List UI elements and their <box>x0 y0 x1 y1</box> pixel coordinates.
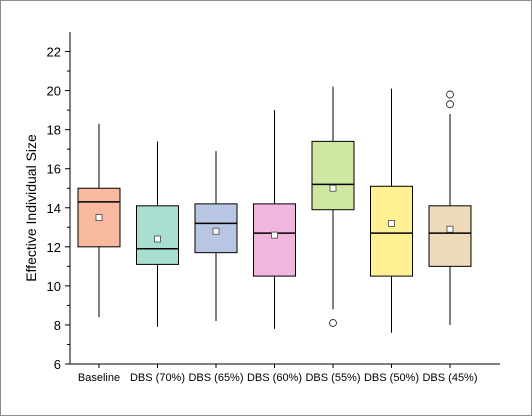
y-tick-label: 6 <box>54 357 61 372</box>
box-group <box>136 141 179 327</box>
box <box>370 185 413 277</box>
mean-marker <box>154 235 161 243</box>
mean-marker <box>329 184 337 192</box>
mean-marker <box>446 225 454 233</box>
y-tick-label: 18 <box>47 123 61 138</box>
y-tick-label: 16 <box>47 162 61 177</box>
x-tick-label: Baseline <box>78 372 120 384</box>
axes: 6 8 10 12 14 16 18 20 22 Baseline DBS (70%) DBS (65… <box>47 32 500 384</box>
box-group <box>370 88 413 333</box>
outlier-point <box>446 90 454 99</box>
y-tick-label: 10 <box>47 279 61 294</box>
box <box>77 187 121 248</box>
x-tick-label: DBS (45%) <box>422 372 477 384</box>
y-tick-label: 14 <box>47 201 61 216</box>
box <box>311 140 355 211</box>
y-tick-label: 22 <box>47 45 61 60</box>
x-tick-label: DBS (70%) <box>130 372 185 384</box>
box <box>136 205 179 265</box>
y-axis-title: Effective Individual Size <box>23 134 39 282</box>
y-tick-label: 20 <box>47 84 61 99</box>
boxes <box>77 86 472 333</box>
y-tick-label: 8 <box>54 318 61 333</box>
box <box>253 203 296 277</box>
mean-marker <box>212 227 220 235</box>
box-group <box>77 123 121 318</box>
box-group <box>253 110 296 329</box>
outlier-point <box>329 319 337 327</box>
x-tick-label: DBS (65%) <box>188 372 243 384</box>
mean-marker <box>271 231 278 239</box>
box-group <box>311 86 355 327</box>
y-tick-label: 12 <box>47 240 61 255</box>
x-tick-label: DBS (55%) <box>305 372 360 384</box>
box <box>428 205 472 267</box>
mean-marker <box>95 214 103 221</box>
box-group <box>194 151 238 322</box>
x-tick-label: DBS (60%) <box>247 372 302 384</box>
box-group <box>428 90 472 325</box>
outlier-point <box>446 100 454 109</box>
mean-marker <box>388 219 395 227</box>
x-tick-label: DBS (50%) <box>364 372 419 384</box>
